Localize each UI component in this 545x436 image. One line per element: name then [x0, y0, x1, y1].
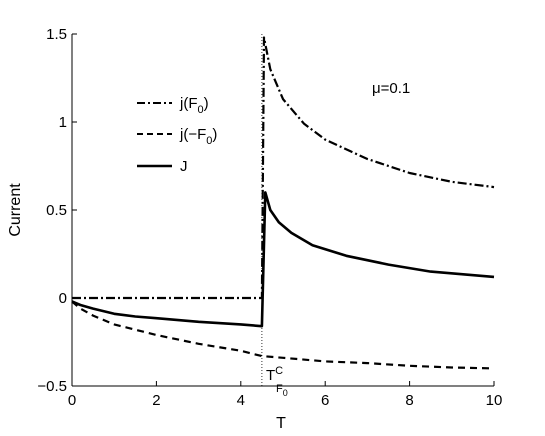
legend-label-jmF0: j(−F0): [179, 126, 217, 147]
critical-temperature-label: TC: [266, 365, 283, 384]
y-tick-label-−0.5: −0.5: [37, 378, 67, 395]
y-tick-label-1: 1: [59, 114, 67, 131]
critical-temperature-sub: F0: [276, 383, 288, 398]
x-axis-label: T: [276, 415, 286, 432]
legend: j(F0) j(−F0) J: [137, 95, 217, 175]
x-tick-label-8: 8: [405, 392, 413, 409]
x-tick-label-10: 10: [486, 392, 503, 409]
series-line-1: [71, 300, 495, 370]
x-tick-label-4: 4: [237, 392, 245, 409]
x-tick-label-6: 6: [321, 392, 329, 409]
y-tick-label-0: 0: [59, 290, 67, 307]
y-tick-label-0.5: 0.5: [46, 202, 67, 219]
y-tick-label-1.5: 1.5: [46, 26, 67, 43]
series-line-2: [71, 191, 495, 328]
legend-label-J: J: [180, 158, 188, 175]
mu-annotation: μ=0.1: [372, 80, 410, 97]
y-axis-label: Current: [7, 183, 24, 237]
series-line-0: [72, 36, 495, 300]
plot-area: 0 2 4 6 8 10−0.500.511.5: [37, 26, 502, 409]
x-tick-label-0: 0: [68, 392, 76, 409]
legend-label-jF0: j(F0): [179, 95, 209, 116]
x-tick-label-2: 2: [152, 392, 160, 409]
